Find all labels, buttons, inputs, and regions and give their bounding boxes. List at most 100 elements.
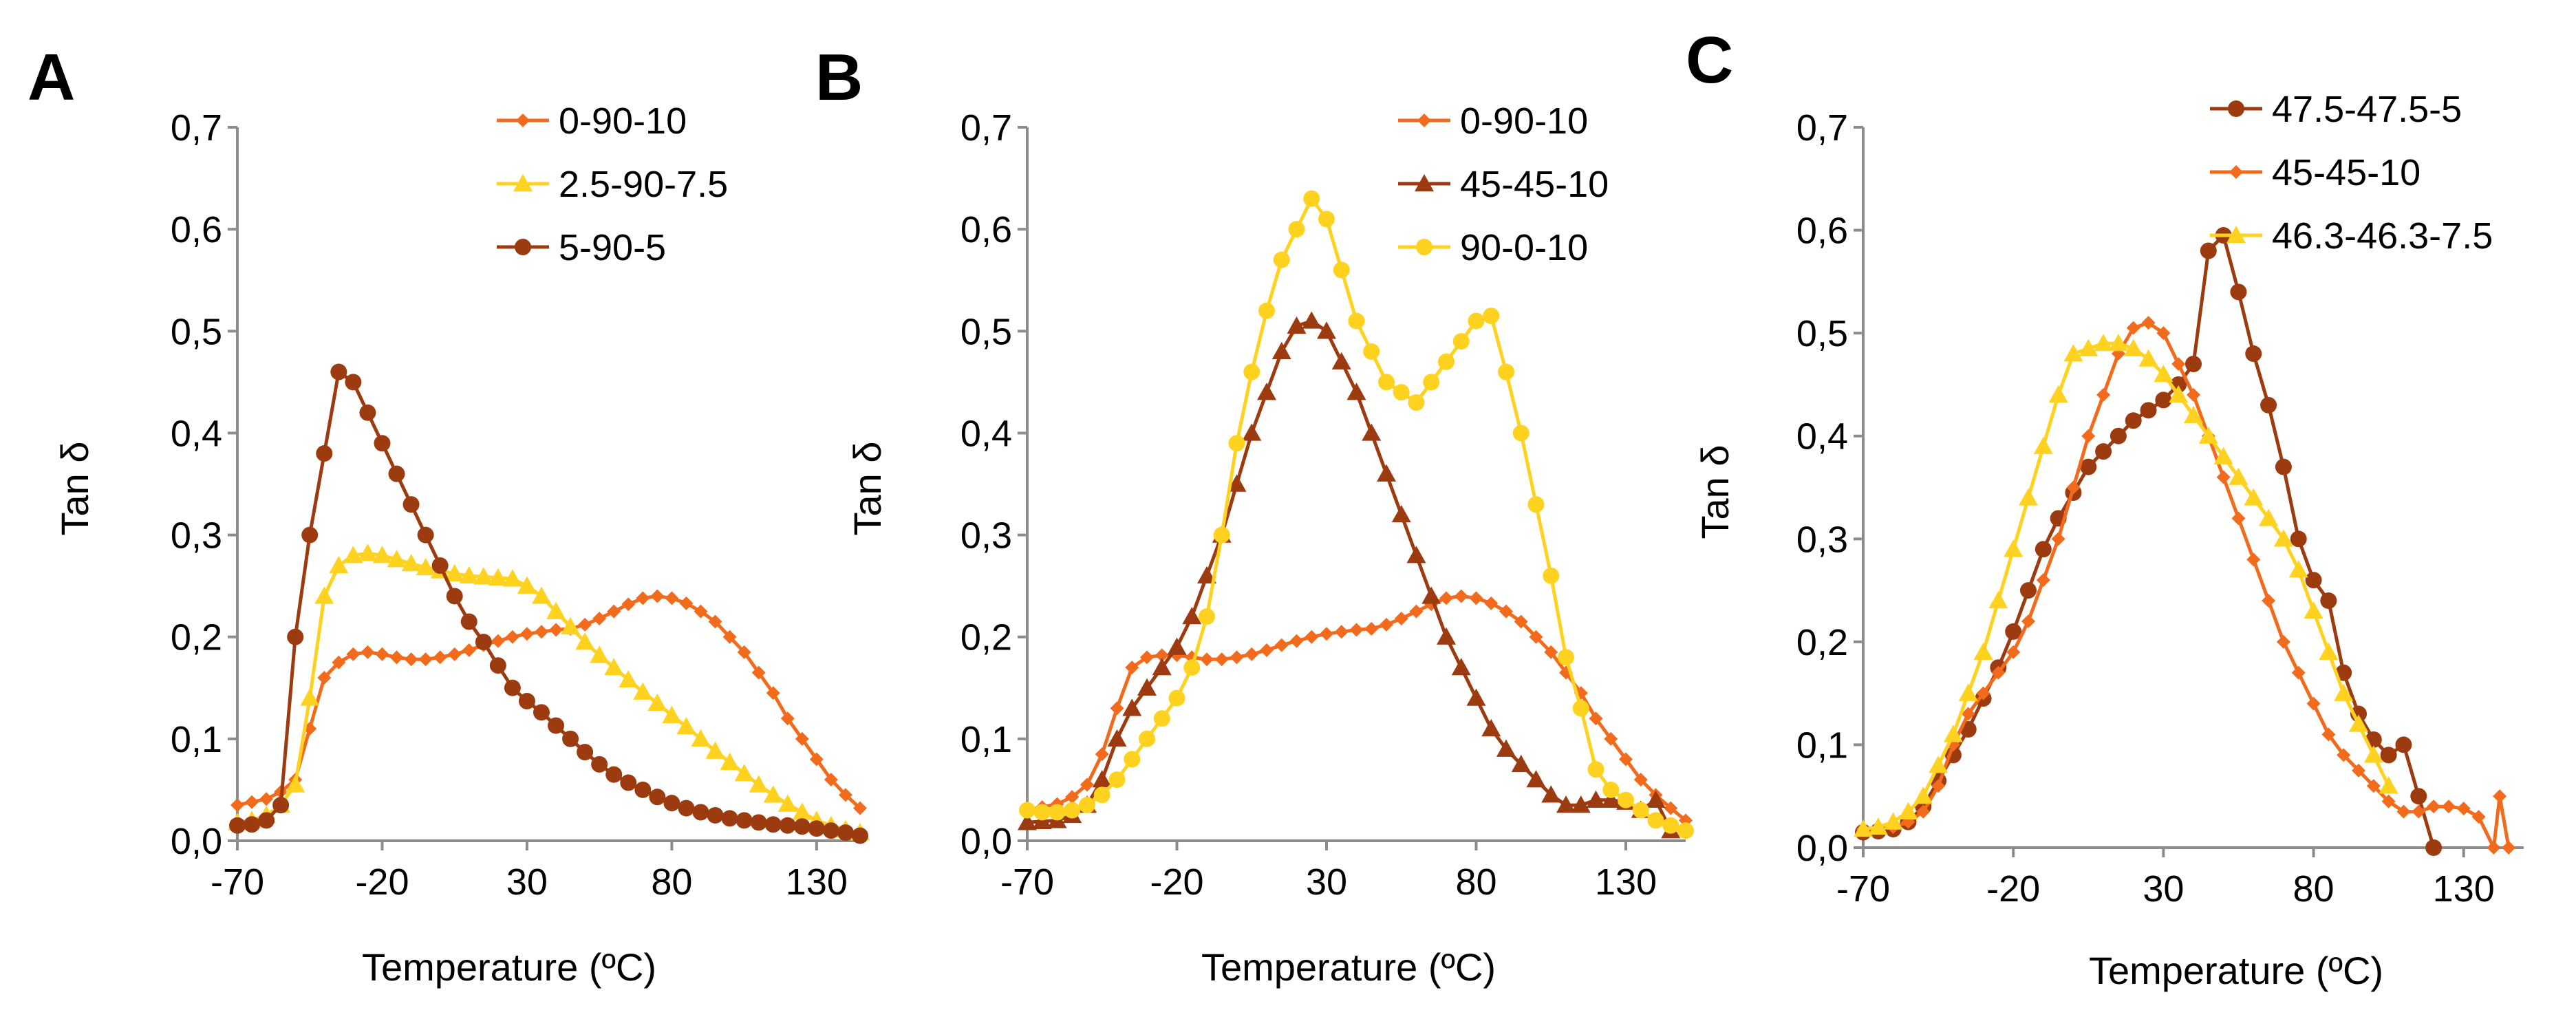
- data-point-a-2_5-90-7_5: [531, 586, 551, 604]
- data-point-b-90-0-10: [1183, 659, 1201, 676]
- data-point-b-45-45-10: [1227, 474, 1247, 492]
- data-point-a-2_5-90-7_5: [358, 544, 378, 561]
- data-point-b-90-0-10: [1632, 802, 1649, 819]
- legend-swatch-marker: [513, 174, 533, 192]
- legend-c: 47.5-47.5-5 45-45-10 46.3-46.3-7.5: [2210, 89, 2493, 257]
- data-point-c-46_3-46_3-7_5: [2123, 339, 2143, 356]
- data-point-c-45-45-10: [2291, 665, 2306, 680]
- data-point-c-45-45-10: [2412, 804, 2426, 819]
- data-point-c-46_3-46_3-7_5: [2379, 776, 2398, 794]
- data-point-c-45-45-10: [2096, 387, 2111, 402]
- data-point-c-47_5-47_5-5: [2395, 736, 2412, 753]
- data-point-c-45-45-10: [1961, 707, 1975, 721]
- data-point-c-46_3-46_3-7_5: [2019, 488, 2038, 506]
- data-point-b-45-45-10: [1182, 607, 1202, 625]
- data-point-c-46_3-46_3-7_5: [2363, 745, 2383, 763]
- y-tick-label: 0,0: [171, 821, 222, 862]
- data-point-c-46_3-46_3-7_5: [2288, 560, 2308, 578]
- y-tick-label: 0,7: [1796, 107, 1848, 149]
- legend-label: 0-90-10: [1460, 100, 1588, 142]
- data-point-c-47_5-47_5-5: [2380, 747, 2397, 764]
- data-point-b-45-45-10: [1018, 813, 1037, 830]
- data-point-b-90-0-10: [1423, 374, 1440, 391]
- data-point-b-90-0-10: [1108, 771, 1126, 788]
- legend-label: 2.5-90-7.5: [559, 164, 728, 205]
- data-point-c-46_3-46_3-7_5: [1868, 817, 1888, 835]
- data-point-b-45-45-10: [1092, 770, 1112, 788]
- data-point-b-45-45-10: [1437, 627, 1456, 645]
- y-tick-label: 0,3: [960, 515, 1012, 557]
- data-point-c-45-45-10: [2171, 357, 2186, 372]
- data-point-c-45-45-10: [2321, 727, 2336, 742]
- legend-entry-c-47_5-47_5-5: 47.5-47.5-5: [2210, 89, 2462, 130]
- legend-entry-a-5-90-5: 5-90-5: [497, 227, 666, 268]
- data-point-a-2_5-90-7_5: [314, 586, 334, 604]
- data-point-a-5-90-5: [446, 588, 463, 605]
- data-point-c-45-45-10: [1931, 779, 1946, 793]
- data-point-c-47_5-47_5-5: [2335, 664, 2352, 681]
- data-point-b-45-45-10: [1377, 464, 1396, 482]
- data-point-a-2_5-90-7_5: [705, 741, 725, 759]
- data-point-b-0-90-10: [1454, 589, 1468, 603]
- x-tick-label: -20: [1986, 868, 2040, 910]
- data-point-a-2_5-90-7_5: [662, 705, 682, 723]
- data-point-a-0-90-10: [505, 630, 519, 644]
- data-point-a-5-90-5: [852, 827, 868, 844]
- data-point-b-45-45-10: [1107, 729, 1127, 747]
- data-point-a-5-90-5: [577, 744, 594, 761]
- data-point-b-45-45-10: [1331, 352, 1351, 369]
- data-point-c-46_3-46_3-7_5: [2304, 601, 2323, 619]
- data-point-a-5-90-5: [533, 704, 550, 721]
- data-point-b-90-0-10: [1558, 649, 1574, 666]
- data-point-c-46_3-46_3-7_5: [1943, 725, 1963, 742]
- data-point-a-5-90-5: [489, 657, 506, 674]
- data-point-c-46_3-46_3-7_5: [1929, 755, 1949, 773]
- data-point-b-90-0-10: [1049, 804, 1066, 821]
- data-point-a-0-90-10: [389, 650, 404, 665]
- data-point-c-45-45-10: [2006, 645, 2021, 659]
- legend-a: 0-90-10 2.5-90-7.5 5-90-5: [497, 100, 728, 268]
- data-point-a-0-90-10: [766, 686, 780, 700]
- data-point-c-45-45-10: [2456, 802, 2471, 816]
- data-point-a-5-90-5: [591, 755, 608, 773]
- data-point-c-46_3-46_3-7_5: [1854, 819, 1873, 837]
- data-point-b-45-45-10: [1242, 423, 1262, 441]
- data-point-c-47_5-47_5-5: [2245, 345, 2262, 363]
- data-point-b-90-0-10: [1348, 312, 1365, 330]
- data-point-c-45-45-10: [2021, 614, 2035, 628]
- data-point-b-0-90-10: [1125, 661, 1139, 675]
- legend-swatch-marker: [2228, 100, 2244, 117]
- data-point-b-90-0-10: [1677, 822, 1694, 839]
- data-point-b-0-90-10: [1409, 604, 1424, 619]
- data-point-c-46_3-46_3-7_5: [2079, 339, 2099, 356]
- data-point-b-45-45-10: [1481, 719, 1501, 737]
- data-point-a-5-90-5: [692, 804, 709, 821]
- data-point-b-45-45-10: [1122, 698, 1142, 716]
- data-point-b-90-0-10: [1153, 710, 1170, 727]
- data-point-c-47_5-47_5-5: [2005, 623, 2022, 640]
- data-point-a-0-90-10: [838, 788, 852, 802]
- x-tick-label: 130: [786, 861, 848, 903]
- data-point-c-47_5-47_5-5: [2035, 541, 2052, 558]
- data-point-b-90-0-10: [1483, 308, 1500, 325]
- panel-label-c: C: [1686, 23, 1733, 97]
- series-layer-c: [1854, 227, 2516, 856]
- data-point-a-5-90-5: [475, 634, 492, 651]
- data-point-b-0-90-10: [1140, 650, 1154, 665]
- data-point-a-5-90-5: [793, 818, 811, 835]
- data-point-b-90-0-10: [1543, 567, 1560, 584]
- y-tick-label: 0,6: [171, 209, 222, 250]
- data-point-b-0-90-10: [1320, 627, 1333, 641]
- data-point-a-5-90-5: [620, 774, 637, 791]
- data-point-a-2_5-90-7_5: [517, 576, 537, 594]
- legend-swatch-marker: [1415, 174, 1434, 192]
- data-point-b-90-0-10: [1093, 786, 1110, 804]
- data-point-c-45-45-10: [2502, 841, 2516, 855]
- data-point-a-5-90-5: [359, 404, 376, 421]
- x-axis-title-c: Temperature (ºC): [2089, 949, 2383, 992]
- data-point-b-0-90-10: [1095, 747, 1109, 762]
- data-point-a-2_5-90-7_5: [763, 785, 783, 803]
- data-point-a-5-90-5: [634, 781, 652, 798]
- data-point-b-0-90-10: [1514, 614, 1528, 629]
